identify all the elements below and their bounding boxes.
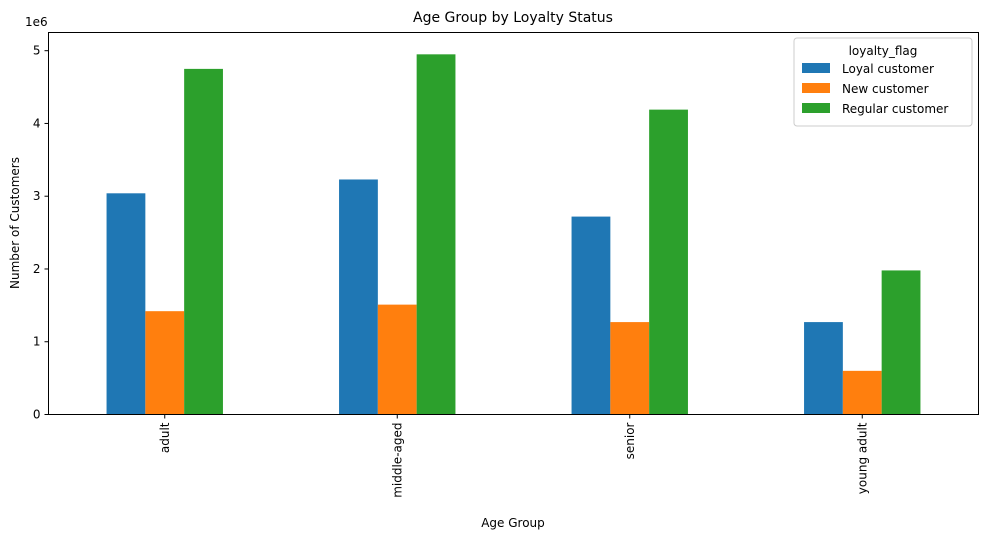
bar-senior-regular-customer: [649, 109, 688, 415]
bar-senior-loyal-customer: [571, 216, 611, 415]
bar-middle-aged-loyal-customer: [339, 179, 378, 415]
y-tick-label: 1: [33, 335, 41, 349]
legend-swatch-loyal-customer: [802, 63, 830, 73]
legend-title: loyalty_flag: [849, 44, 918, 58]
chart-title: Age Group by Loyalty Status: [413, 10, 613, 26]
legend-swatch-regular-customer: [802, 103, 830, 113]
x-tick-label: senior: [623, 422, 637, 459]
bar-middle-aged-new-customer: [377, 304, 417, 415]
bar-senior-new-customer: [610, 322, 650, 415]
y-tick-label: 5: [33, 44, 41, 58]
bar-adult-new-customer: [145, 311, 185, 415]
x-axis-ticks: adult middle-aged senior young adult: [158, 414, 869, 498]
bar-young-adult-loyal-customer: [804, 322, 843, 415]
legend-frame: [793, 37, 973, 127]
legend-label: Loyal customer: [842, 62, 934, 76]
y-tick-label: 4: [33, 116, 41, 130]
legend-items: Loyal customer New customer Regular custom…: [802, 62, 948, 116]
y-offset-label: 1e6: [25, 15, 48, 29]
y-axis-ticks: 0 1 2 3 4 5: [33, 44, 49, 422]
y-axis-label: Number of Customers: [8, 157, 22, 289]
x-tick-label: adult: [158, 422, 172, 453]
y-tick-label: 0: [33, 408, 41, 422]
bars-group: [106, 54, 921, 415]
legend-label: Regular customer: [842, 102, 948, 116]
bar-adult-loyal-customer: [106, 193, 146, 415]
legend-swatch-new-customer: [802, 83, 830, 93]
legend: loyalty_flag Loyal customer New customer R…: [793, 37, 973, 127]
bar-adult-regular-customer: [184, 68, 223, 415]
x-axis-label: Age Group: [481, 516, 545, 530]
bar-middle-aged-regular-customer: [416, 54, 456, 415]
x-tick-label: middle-aged: [390, 423, 404, 498]
plot-frame: [48, 32, 979, 415]
y-tick-label: 3: [33, 189, 41, 203]
bar-young-adult-regular-customer: [881, 270, 921, 415]
x-tick-label: young adult: [855, 422, 869, 494]
legend-label: New customer: [842, 82, 929, 96]
y-tick-label: 2: [33, 262, 41, 276]
bar-young-adult-new-customer: [842, 370, 882, 415]
